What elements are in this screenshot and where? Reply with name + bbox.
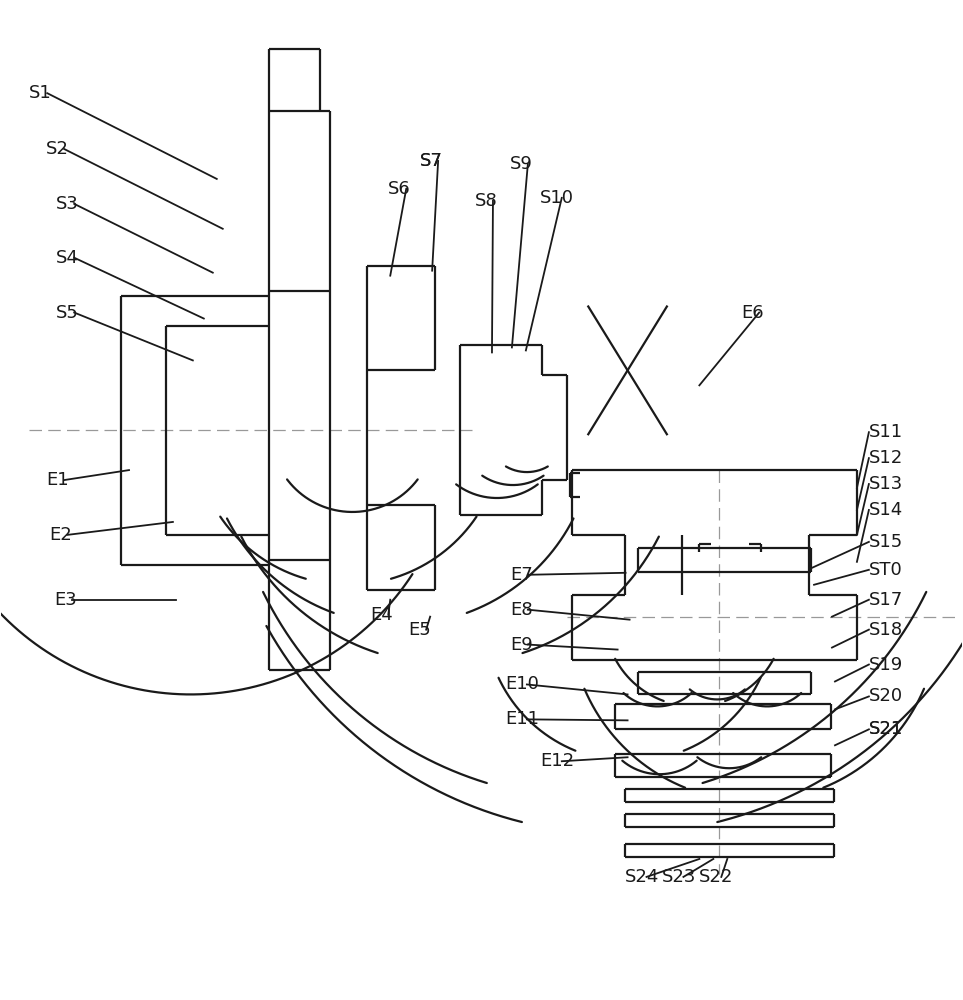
- Text: S23: S23: [662, 868, 696, 886]
- Text: S7: S7: [420, 152, 443, 170]
- Text: E6: E6: [742, 304, 764, 322]
- Text: E5: E5: [408, 621, 431, 639]
- Text: E9: E9: [510, 636, 533, 654]
- Text: S2: S2: [46, 140, 69, 158]
- Text: E2: E2: [49, 526, 72, 544]
- Text: S24: S24: [625, 868, 659, 886]
- Text: S10: S10: [540, 189, 574, 207]
- Text: S14: S14: [869, 501, 903, 519]
- Text: S11: S11: [869, 423, 903, 441]
- Text: S21: S21: [869, 720, 903, 738]
- Text: S17: S17: [869, 591, 903, 609]
- Text: E11: E11: [505, 710, 539, 728]
- Text: ST0: ST0: [869, 561, 902, 579]
- Text: S7: S7: [420, 152, 443, 170]
- Text: S19: S19: [869, 656, 903, 674]
- Text: S12: S12: [869, 449, 903, 467]
- Text: S22: S22: [699, 868, 734, 886]
- Text: E4: E4: [371, 606, 393, 624]
- Text: E12: E12: [540, 752, 574, 770]
- Text: S15: S15: [869, 533, 903, 551]
- Text: E10: E10: [505, 675, 539, 693]
- Text: S3: S3: [56, 195, 79, 213]
- Text: S6: S6: [388, 180, 411, 198]
- Text: E7: E7: [510, 566, 533, 584]
- Text: E8: E8: [510, 601, 533, 619]
- Text: E1: E1: [46, 471, 69, 489]
- Text: S21: S21: [869, 720, 903, 738]
- Text: S9: S9: [510, 155, 533, 173]
- Text: S18: S18: [869, 621, 903, 639]
- Text: S5: S5: [56, 304, 79, 322]
- Text: S1: S1: [29, 84, 52, 102]
- Text: S20: S20: [869, 687, 903, 705]
- Text: S8: S8: [475, 192, 498, 210]
- Text: S4: S4: [56, 249, 79, 267]
- Text: S13: S13: [869, 475, 903, 493]
- Text: E3: E3: [54, 591, 77, 609]
